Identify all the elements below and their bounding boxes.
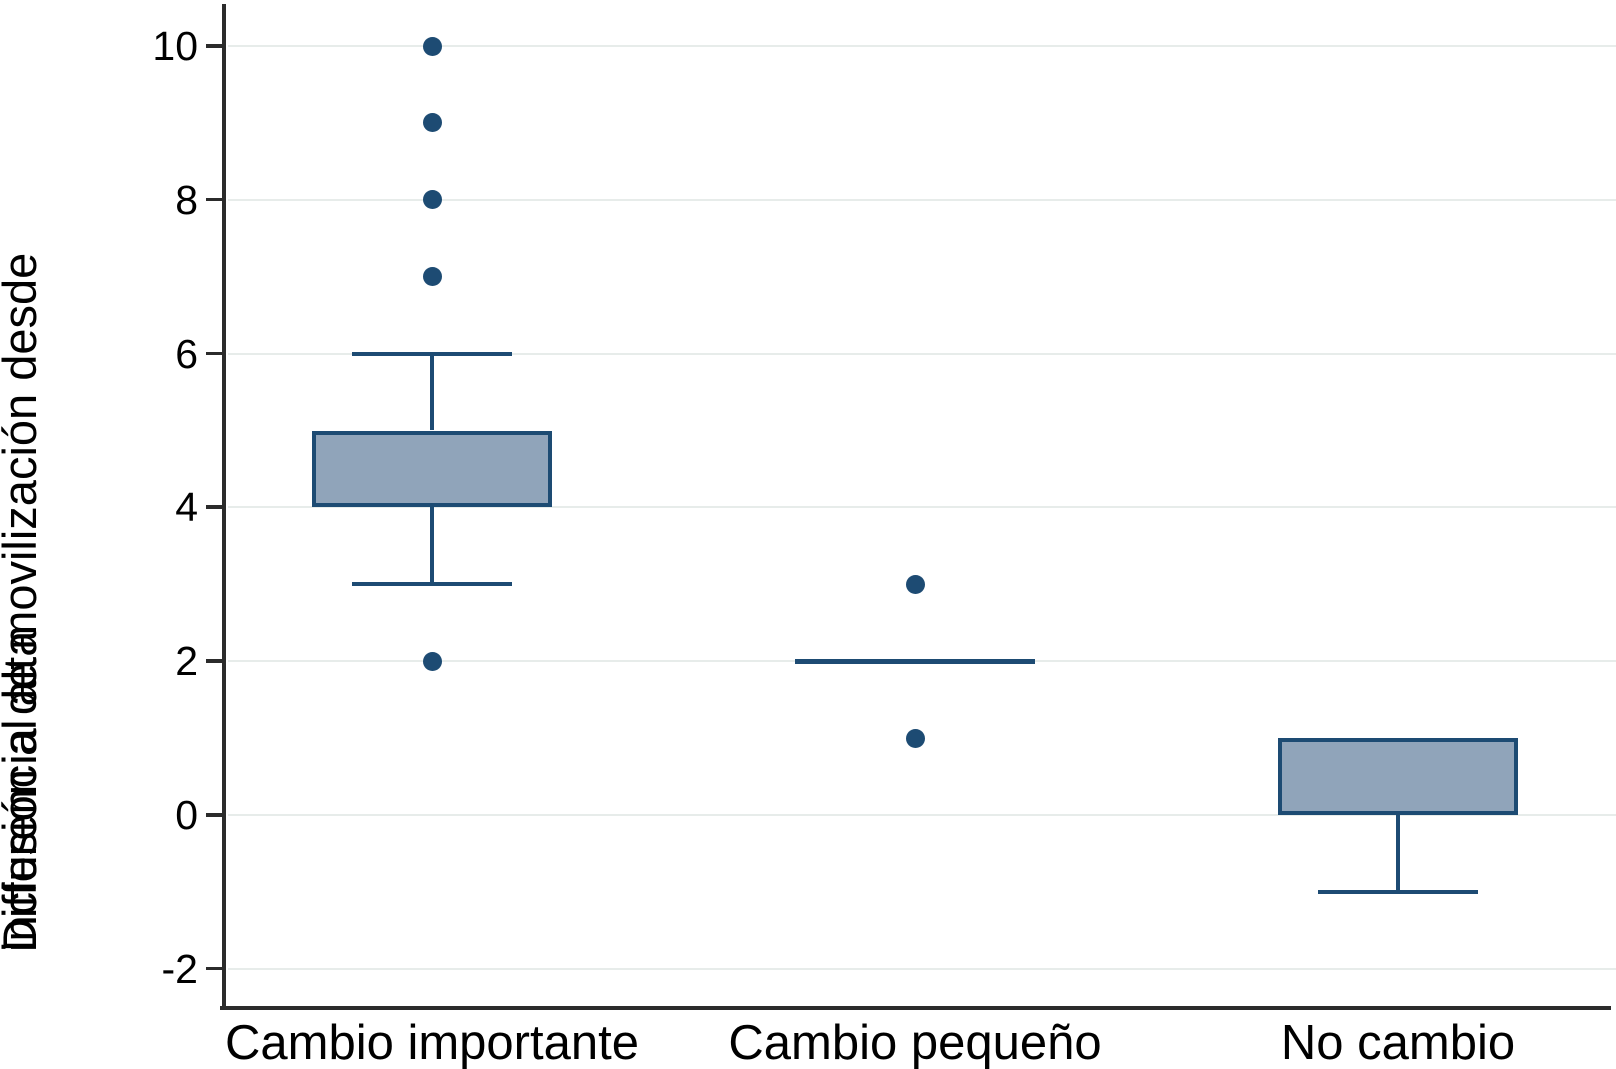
h-gridline bbox=[228, 45, 1616, 47]
h-gridline bbox=[228, 506, 1616, 509]
h-gridline bbox=[228, 352, 1616, 355]
whisker-line bbox=[430, 353, 434, 431]
whisker-cap bbox=[352, 351, 512, 356]
iqr-box bbox=[312, 430, 552, 508]
y-tick-label: 4 bbox=[175, 484, 198, 531]
h-gridline bbox=[228, 198, 1616, 201]
outlier-dot bbox=[905, 574, 925, 594]
h-gridline bbox=[228, 814, 1616, 816]
y-tick bbox=[206, 813, 224, 817]
y-tick bbox=[206, 351, 224, 356]
outlier-dot bbox=[905, 728, 925, 748]
whisker-cap bbox=[352, 582, 512, 587]
iqr-box bbox=[1278, 738, 1518, 815]
y-tick-label: -2 bbox=[161, 945, 198, 992]
y-tick-label: 6 bbox=[175, 330, 198, 377]
y-tick-label: 0 bbox=[175, 792, 198, 838]
y-tick bbox=[206, 659, 224, 663]
y-tick-label: 10 bbox=[152, 23, 198, 69]
y-tick-label: 8 bbox=[175, 176, 198, 223]
x-category-label: Cambio importante bbox=[225, 1016, 639, 1069]
x-category-label: No cambio bbox=[1280, 1016, 1516, 1069]
outlier-dot bbox=[422, 267, 442, 287]
y-tick bbox=[206, 44, 224, 48]
outlier-dot bbox=[422, 113, 442, 133]
median-line bbox=[795, 658, 1035, 664]
whisker-line bbox=[430, 507, 434, 585]
y-tick bbox=[206, 505, 224, 509]
outlier-dot bbox=[422, 190, 442, 210]
outlier-dot bbox=[422, 651, 442, 671]
whisker-line bbox=[1396, 815, 1400, 892]
y-tick bbox=[206, 197, 224, 202]
x-axis-spine bbox=[220, 1006, 1611, 1010]
h-gridline bbox=[228, 967, 1616, 970]
y-tick-label: 2 bbox=[175, 638, 198, 685]
y-axis-spine bbox=[222, 4, 226, 1010]
x-category-label: Cambio pequeño bbox=[728, 1016, 1102, 1069]
outlier-dot bbox=[422, 36, 442, 56]
whisker-cap bbox=[1318, 889, 1478, 894]
y-tick bbox=[206, 966, 224, 971]
